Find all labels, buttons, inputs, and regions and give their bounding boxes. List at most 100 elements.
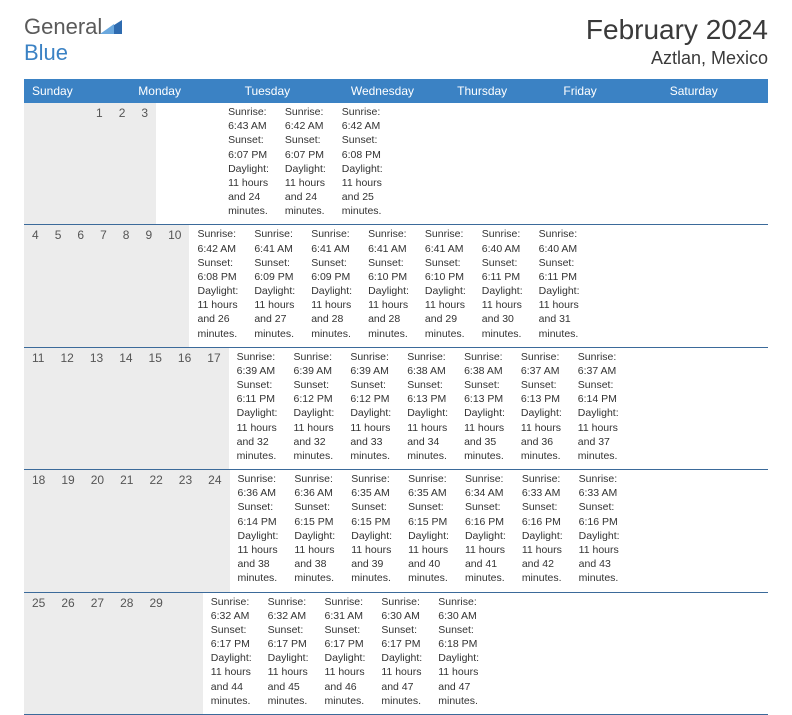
sunrise-text: Sunrise: 6:39 AM [293,350,334,378]
daylight-text: Daylight: 11 hours and 25 minutes. [342,162,383,219]
sunrise-text: Sunrise: 6:40 AM [482,227,523,255]
day-number [24,103,40,224]
sunrise-text: Sunrise: 6:32 AM [268,595,309,623]
day-number: 15 [141,348,170,469]
daylight-text: Daylight: 11 hours and 36 minutes. [521,406,562,463]
sunset-text: Sunset: 6:15 PM [351,500,392,528]
day-number: 27 [83,593,112,714]
day-cell [204,103,220,224]
daylight-text: Daylight: 11 hours and 46 minutes. [325,651,366,708]
sunrise-text: Sunrise: 6:36 AM [294,472,335,500]
sunrise-text: Sunrise: 6:42 AM [342,105,383,133]
day-number: 6 [69,225,92,346]
sunset-text: Sunset: 6:11 PM [482,256,523,284]
day-cell: Sunrise: 6:37 AMSunset: 6:13 PMDaylight:… [513,348,570,469]
day-number: 2 [111,103,134,224]
sunset-text: Sunset: 6:12 PM [350,378,391,406]
day-number: 21 [112,470,141,591]
day-number: 3 [133,103,156,224]
day-cell: Sunrise: 6:38 AMSunset: 6:13 PMDaylight:… [456,348,513,469]
daylight-text: Daylight: 11 hours and 26 minutes. [197,284,238,341]
daylight-text: Daylight: 11 hours and 47 minutes. [438,651,479,708]
sunset-text: Sunset: 6:15 PM [294,500,335,528]
day-cell: Sunrise: 6:33 AMSunset: 6:16 PMDaylight:… [571,470,628,591]
sunset-text: Sunset: 6:16 PM [465,500,506,528]
daylight-text: Daylight: 11 hours and 28 minutes. [311,284,352,341]
daynum-row: 11121314151617 [24,348,229,469]
day-cell [487,593,503,714]
sunrise-text: Sunrise: 6:36 AM [238,472,279,500]
daynum-row: 45678910 [24,225,189,346]
logo-general: General [24,14,102,39]
day-number: 13 [82,348,111,469]
day-number: 4 [24,225,47,346]
daylight-text: Daylight: 11 hours and 31 minutes. [539,284,580,341]
day-number: 9 [137,225,160,346]
weekday-wed: Wednesday [343,79,449,103]
daylight-text: Daylight: 11 hours and 43 minutes. [579,529,620,586]
daylight-text: Daylight: 11 hours and 35 minutes. [464,406,505,463]
day-number: 26 [53,593,82,714]
day-cell: Sunrise: 6:32 AMSunset: 6:17 PMDaylight:… [203,593,260,714]
day-cell: Sunrise: 6:41 AMSunset: 6:10 PMDaylight:… [360,225,417,346]
daybody-row: Sunrise: 6:39 AMSunset: 6:11 PMDaylight:… [229,348,627,469]
day-cell [172,103,188,224]
day-cell: Sunrise: 6:33 AMSunset: 6:16 PMDaylight:… [514,470,571,591]
daylight-text: Daylight: 11 hours and 27 minutes. [254,284,295,341]
day-cell: Sunrise: 6:38 AMSunset: 6:13 PMDaylight:… [399,348,456,469]
day-number: 16 [170,348,199,469]
sunrise-text: Sunrise: 6:41 AM [368,227,409,255]
calendar: Sunday Monday Tuesday Wednesday Thursday… [24,79,768,715]
sunset-text: Sunset: 6:13 PM [407,378,448,406]
day-cell: Sunrise: 6:40 AMSunset: 6:11 PMDaylight:… [474,225,531,346]
day-number: 12 [52,348,81,469]
sunset-text: Sunset: 6:17 PM [211,623,252,651]
day-number: 7 [92,225,115,346]
sunset-text: Sunset: 6:15 PM [408,500,449,528]
sunset-text: Sunset: 6:13 PM [521,378,562,406]
day-number: 11 [24,348,52,469]
sunset-text: Sunset: 6:09 PM [311,256,352,284]
sunset-text: Sunset: 6:11 PM [539,256,580,284]
weeks-container: 12 3 Sunrise: 6:43 AMSunset: 6:07 PMDaylig… [24,103,768,715]
day-cell: Sunrise: 6:42 AMSunset: 6:07 PMDaylight:… [277,103,334,224]
sunrise-text: Sunrise: 6:42 AM [285,105,326,133]
daylight-text: Daylight: 11 hours and 28 minutes. [368,284,409,341]
weekday-tue: Tuesday [237,79,343,103]
sunrise-text: Sunrise: 6:43 AM [228,105,269,133]
sunrise-text: Sunrise: 6:39 AM [237,350,278,378]
day-cell: Sunrise: 6:39 AMSunset: 6:11 PMDaylight:… [229,348,286,469]
day-cell: Sunrise: 6:40 AMSunset: 6:11 PMDaylight:… [531,225,588,346]
daylight-text: Daylight: 11 hours and 45 minutes. [268,651,309,708]
header: GeneralBlue February 2024 Aztlan, Mexico [24,14,768,69]
sunrise-text: Sunrise: 6:35 AM [408,472,449,500]
day-cell: Sunrise: 6:41 AMSunset: 6:09 PMDaylight:… [246,225,303,346]
sunrise-text: Sunrise: 6:35 AM [351,472,392,500]
sunset-text: Sunset: 6:12 PM [293,378,334,406]
weekday-thu: Thursday [449,79,555,103]
day-cell: Sunrise: 6:34 AMSunset: 6:16 PMDaylight:… [457,470,514,591]
day-cell: Sunrise: 6:30 AMSunset: 6:18 PMDaylight:… [430,593,487,714]
logo: GeneralBlue [24,14,122,66]
day-cell: Sunrise: 6:39 AMSunset: 6:12 PMDaylight:… [285,348,342,469]
day-number: 5 [47,225,70,346]
day-cell: Sunrise: 6:35 AMSunset: 6:15 PMDaylight:… [343,470,400,591]
sunrise-text: Sunrise: 6:37 AM [521,350,562,378]
daylight-text: Daylight: 11 hours and 34 minutes. [407,406,448,463]
calendar-week: 123Sunrise: 6:43 AMSunset: 6:07 PMDaylig… [24,103,768,225]
sunset-text: Sunset: 6:17 PM [381,623,422,651]
sunset-text: Sunset: 6:17 PM [268,623,309,651]
sunset-text: Sunset: 6:13 PM [464,378,505,406]
sunset-text: Sunset: 6:16 PM [579,500,620,528]
day-cell: Sunrise: 6:42 AMSunset: 6:08 PMDaylight:… [189,225,246,346]
sunset-text: Sunset: 6:16 PM [522,500,563,528]
daynum-row: 2526272829 [24,593,203,714]
sunrise-text: Sunrise: 6:33 AM [579,472,620,500]
day-cell: Sunrise: 6:43 AMSunset: 6:07 PMDaylight:… [220,103,277,224]
day-number: 23 [171,470,200,591]
sunrise-text: Sunrise: 6:41 AM [311,227,352,255]
logo-triangle-icon [100,14,122,39]
day-number: 19 [53,470,82,591]
daylight-text: Daylight: 11 hours and 47 minutes. [381,651,422,708]
daylight-text: Daylight: 11 hours and 29 minutes. [425,284,466,341]
